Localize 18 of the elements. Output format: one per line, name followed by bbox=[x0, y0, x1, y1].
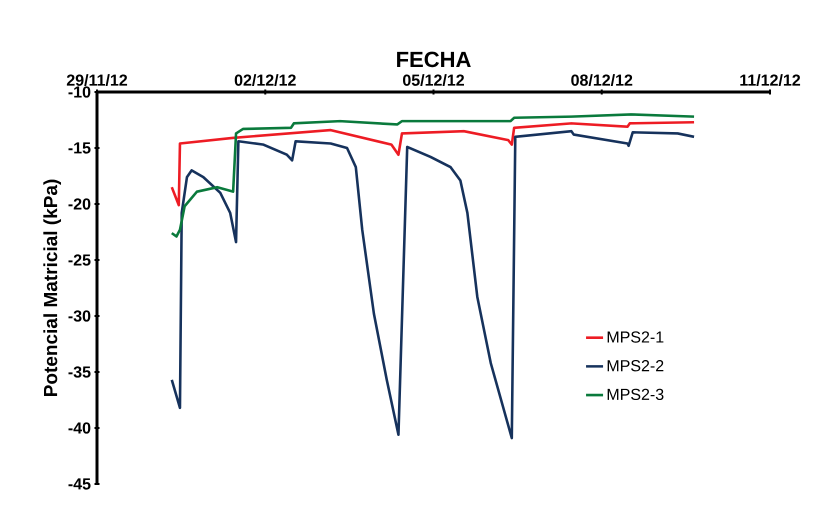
x-tick-label: 08/12/12 bbox=[571, 74, 632, 86]
x-tick-label: 11/12/12 bbox=[740, 74, 800, 86]
y-tick-label: -35 bbox=[68, 366, 91, 378]
y-tick-label: -40 bbox=[68, 422, 90, 434]
legend-label: MPS2-1 bbox=[608, 331, 664, 343]
legend-label: MPS2-3 bbox=[608, 388, 664, 400]
y-tick-label: -25 bbox=[68, 254, 91, 266]
legend-label: MPS2-2 bbox=[608, 360, 664, 372]
x-tick-label: 02/12/12 bbox=[234, 74, 296, 86]
x-tick-label: 05/12/12 bbox=[403, 74, 464, 86]
y-tick-label: -10 bbox=[68, 86, 90, 98]
y-tick-label: -20 bbox=[68, 198, 90, 210]
y-tick-label: -15 bbox=[68, 142, 91, 154]
y-tick-label: -45 bbox=[68, 478, 91, 490]
x-axis-title: FECHA bbox=[397, 52, 471, 68]
y-tick-label: -30 bbox=[68, 310, 90, 322]
x-tick-label: 29/11/12 bbox=[66, 74, 128, 86]
y-axis-title: Potencial Matricial (kPa) bbox=[43, 180, 62, 396]
